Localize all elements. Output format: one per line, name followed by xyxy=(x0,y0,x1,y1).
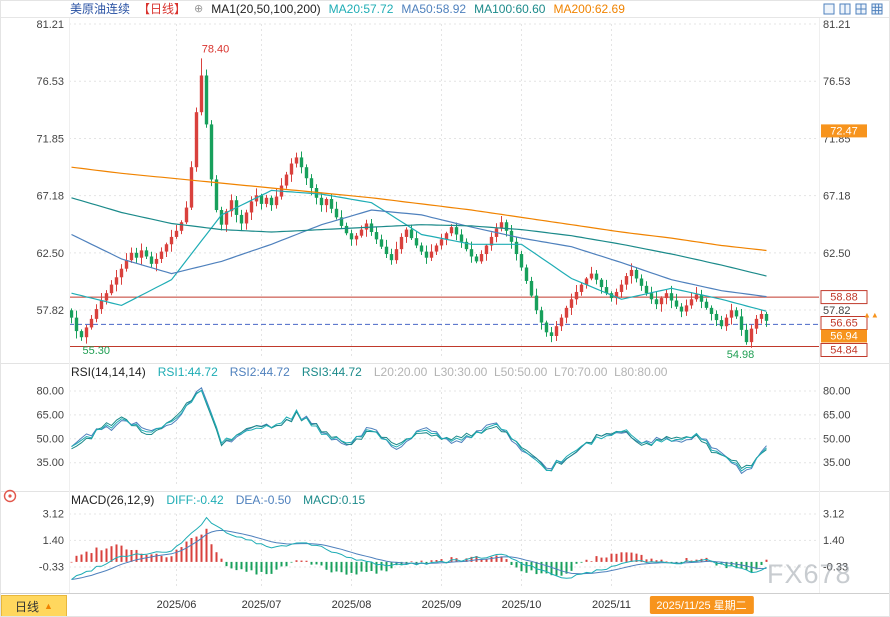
candles xyxy=(69,58,769,348)
svg-text:56.94: 56.94 xyxy=(830,331,858,343)
ma-line-MA100 xyxy=(71,197,767,277)
ma100-legend: MA100:60.60 xyxy=(474,1,546,16)
macd-gridlines: 3.12 3.12 1.40 1.40 -0.33 -0.33 xyxy=(39,509,848,588)
macd-diff-value: DIFF:-0.42 xyxy=(166,493,224,507)
current-date-label: 2025/11/25 星期二 xyxy=(649,596,754,614)
chart-layout-toolbar xyxy=(823,3,883,15)
time-axis-label: 2025/11 xyxy=(592,599,631,611)
svg-text:67.18: 67.18 xyxy=(36,191,64,203)
svg-text:71.85: 71.85 xyxy=(36,133,64,145)
ma-lines xyxy=(71,166,767,312)
time-axis-label: 2025/07 xyxy=(241,599,282,611)
rsi1-line xyxy=(71,389,767,472)
period-selector-button[interactable]: 日线 ▲ xyxy=(1,595,67,616)
chart-header: 美原油连续 【日线】 ⊕ MA1(20,50,100,200) MA20:57.7… xyxy=(1,1,889,18)
macd-histogram xyxy=(70,528,768,576)
ma-line-MA50 xyxy=(71,209,767,298)
time-axis-label: 2025/10 xyxy=(501,599,542,611)
rsi2-value: RSI2:44.72 xyxy=(229,365,290,379)
svg-text:1.40: 1.40 xyxy=(43,535,64,547)
annotations: 78.40 55.30 54.98 xyxy=(83,43,755,360)
rsi1-value: RSI1:44.72 xyxy=(157,365,218,379)
panel-divider xyxy=(1,363,889,364)
svg-text:58.88: 58.88 xyxy=(830,292,858,304)
ma50-legend: MA50:58.92 xyxy=(401,1,467,16)
svg-text:80.00: 80.00 xyxy=(36,385,64,397)
layout-1x2-icon[interactable] xyxy=(839,3,851,15)
svg-text:80.00: 80.00 xyxy=(823,385,851,397)
rsi-legend: RSI(14,14,14) RSI1:44.72 RSI2:44.72 RSI3… xyxy=(71,365,667,379)
svg-text:81.21: 81.21 xyxy=(823,19,851,31)
svg-text:76.53: 76.53 xyxy=(36,76,64,88)
svg-text:67.18: 67.18 xyxy=(823,191,851,203)
rsi-indicator-label: RSI(14,14,14) xyxy=(71,365,146,379)
level-lines xyxy=(69,296,819,348)
macd-indicator-label: MACD(26,12,9) xyxy=(71,493,155,507)
plot-left-border xyxy=(69,18,70,593)
indicator-settings-icon[interactable]: ⊕ xyxy=(194,2,204,15)
plot-right-border xyxy=(819,18,820,593)
svg-text:65.00: 65.00 xyxy=(823,409,851,421)
layout-2x2-icon[interactable] xyxy=(855,3,867,15)
crosshair-tool-icon[interactable] xyxy=(2,488,18,504)
period-button-label: 日线 xyxy=(15,599,40,614)
period-label: 【日线】 xyxy=(138,1,187,16)
symbol-name: 美原油连续 xyxy=(70,1,131,16)
svg-text:62.50: 62.50 xyxy=(823,248,851,260)
svg-text:81.21: 81.21 xyxy=(36,19,64,31)
svg-text:55.30: 55.30 xyxy=(83,345,111,357)
macd-legend: MACD(26,12,9) DIFF:-0.42 DEA:-0.50 MACD:… xyxy=(71,493,365,507)
time-axis-label: 2025/06 xyxy=(156,599,197,611)
chevron-up-icon: ▲ xyxy=(44,601,53,611)
layout-1x1-icon[interactable] xyxy=(823,3,835,15)
svg-text:-0.33: -0.33 xyxy=(823,561,848,573)
panel-divider xyxy=(1,491,889,492)
layout-3x3-icon[interactable] xyxy=(871,3,883,15)
svg-text:1.40: 1.40 xyxy=(823,535,844,547)
macd-lines xyxy=(71,516,767,580)
rsi-lines xyxy=(71,387,767,475)
ma200-legend: MA200:62.69 xyxy=(553,1,625,16)
svg-text:3.12: 3.12 xyxy=(43,509,64,521)
rsi2-line xyxy=(71,387,767,475)
time-axis-label: 2025/09 xyxy=(421,599,462,611)
diff-line xyxy=(71,516,767,580)
svg-text:57.82: 57.82 xyxy=(36,305,64,317)
svg-text:35.00: 35.00 xyxy=(823,457,851,469)
ma20-legend: MA20:57.72 xyxy=(328,1,394,16)
rsi3-line xyxy=(71,389,767,472)
svg-text:54.98: 54.98 xyxy=(727,349,755,361)
svg-text:50.00: 50.00 xyxy=(823,433,851,445)
rsi-levels-label: L20:20.00 L30:30.00 L50:50.00 L70:70.00 … xyxy=(373,365,668,379)
svg-text:50.00: 50.00 xyxy=(36,433,64,445)
rsi-chart-panel[interactable]: 80.00 80.00 65.00 65.00 50.00 50.00 35.00 35.00 xyxy=(1,381,890,489)
svg-text:54.84: 54.84 xyxy=(830,345,858,357)
time-axis-label: 2025/08 xyxy=(331,599,372,611)
svg-text:▲▲: ▲▲ xyxy=(863,311,879,320)
watermark: FX678 xyxy=(767,559,852,589)
time-axis: 2025/06 2025/07 2025/08 2025/09 2025/10 2025/… xyxy=(1,593,889,616)
rsi-gridlines: 80.00 80.00 65.00 65.00 50.00 50.00 35.00 35.00 xyxy=(36,385,851,485)
svg-text:72.47: 72.47 xyxy=(830,125,858,137)
rsi3-value: RSI3:44.72 xyxy=(301,365,362,379)
macd-dea-value: DEA:-0.50 xyxy=(235,493,292,507)
svg-text:62.50: 62.50 xyxy=(36,248,64,260)
svg-text:35.00: 35.00 xyxy=(36,457,64,469)
ma-line-MA20 xyxy=(71,189,767,312)
price-tags: 58.88 56.65 54.84 72.47 56.94 ▲▲ xyxy=(820,124,879,357)
ma-line-MA200 xyxy=(71,166,767,252)
svg-text:65.00: 65.00 xyxy=(36,409,64,421)
macd-hist-value: MACD:0.15 xyxy=(303,493,366,507)
svg-text:76.53: 76.53 xyxy=(823,76,851,88)
svg-text:78.40: 78.40 xyxy=(202,43,230,55)
ma-indicator-label: MA1(20,50,100,200) xyxy=(211,1,321,16)
svg-text:3.12: 3.12 xyxy=(823,509,844,521)
svg-text:57.82: 57.82 xyxy=(823,305,851,317)
macd-chart-panel[interactable]: 3.12 3.12 1.40 1.40 -0.33 -0.33 xyxy=(1,509,890,593)
svg-text:56.65: 56.65 xyxy=(830,318,858,330)
svg-text:-0.33: -0.33 xyxy=(39,561,64,573)
